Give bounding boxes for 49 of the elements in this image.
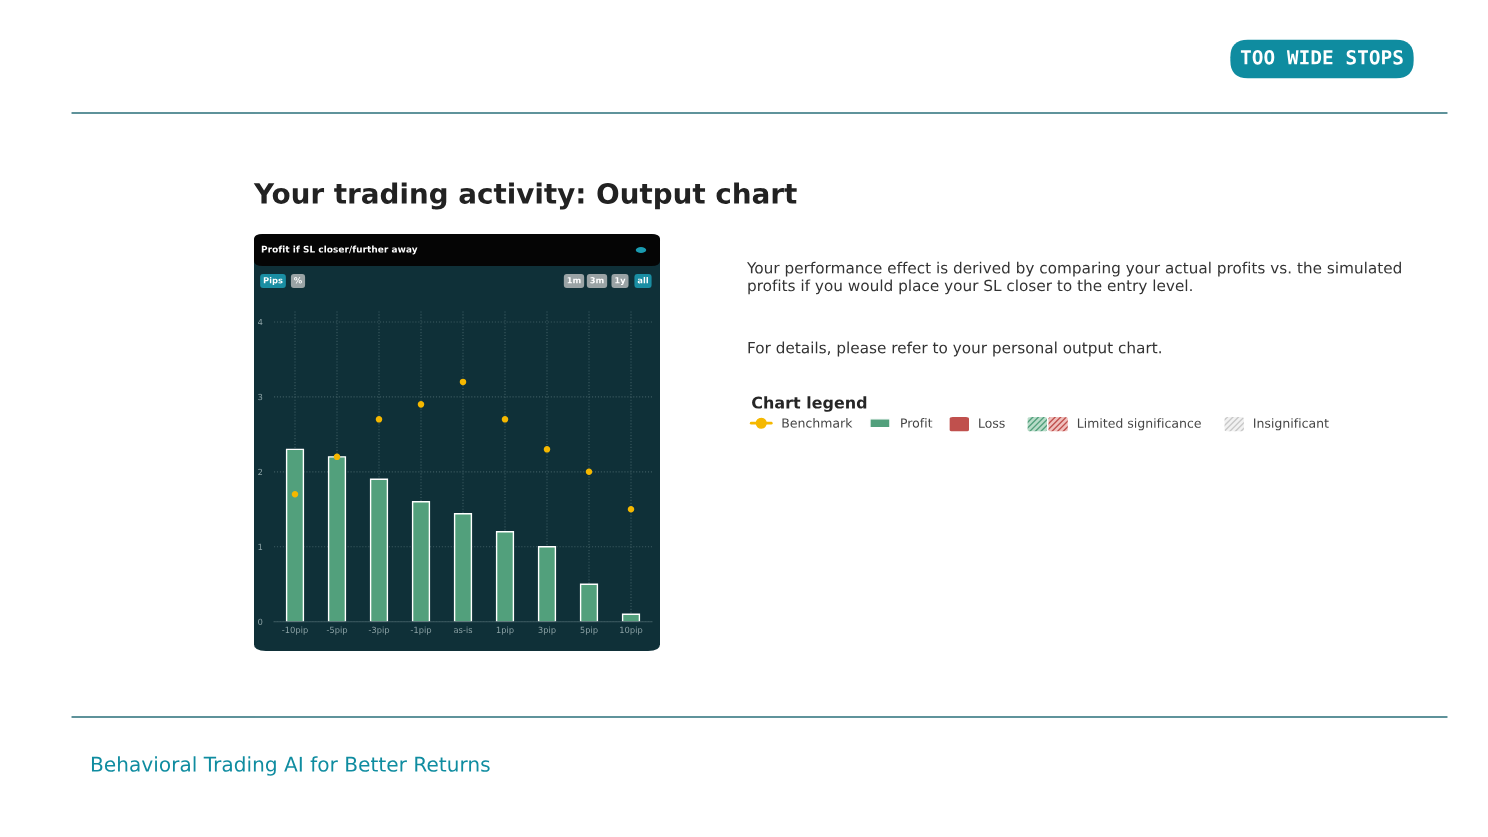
text: Loss [979,418,1005,428]
text: Your performance effect is derived by comparing your actual profits vs. the simulated profits if you would place your SL closer to the entry level. [746,261,1401,295]
text: % [294,277,302,284]
legend-label: Profit [901,418,933,428]
y-tick-label: 0 [258,618,263,625]
text: Pips [263,276,283,286]
text: 3m [590,277,604,284]
y-tick-label: 2 [258,468,263,475]
x-tick-label: 1pip [496,626,514,635]
text: Limited significance [1077,418,1201,431]
point [627,506,635,513]
text: TOO WIDE STOPS [1240,49,1403,65]
bar [411,501,431,622]
point [291,491,299,498]
point [375,416,383,423]
x-tick-label: -1pip [410,626,432,635]
x-tick-label: -5pip [326,626,348,635]
point [417,401,425,408]
legend-title: Chart legend [752,396,867,412]
point [585,468,593,476]
y-tick-label: 3 [258,393,263,401]
bar [537,546,557,622]
bar [579,583,599,622]
text: 1m [567,277,581,284]
text: 1y [615,277,626,286]
x-tick-label: as-is [453,626,473,634]
chart-subtitle: Profit if SL closer/further away [261,245,418,255]
bar [453,513,473,622]
y-tick-label: 1 [258,543,263,550]
bar [285,448,305,622]
x-tick-label: -10pip [282,626,308,635]
chart-title: Your trading activity: Output chart [253,182,797,210]
legend-label: Benchmark [782,418,853,428]
text: Behavioral Trading AI for Better Returns [91,756,490,776]
x-tick-label: 5pip [580,626,598,635]
text: all [637,276,648,284]
bar [495,531,515,622]
x-tick-label: 3pip [538,626,556,635]
text: Insignificant [1254,418,1329,431]
x-tick-label: 10pip [620,626,643,635]
x-tick-label: -3pip [368,626,390,635]
y-tick-label: 4 [257,319,263,326]
point [459,378,467,386]
bar [369,478,389,622]
point [543,446,551,453]
point [333,453,341,461]
point [501,416,509,423]
text: For details, please refer to your personal output chart. [748,341,1161,357]
bar [327,456,347,622]
